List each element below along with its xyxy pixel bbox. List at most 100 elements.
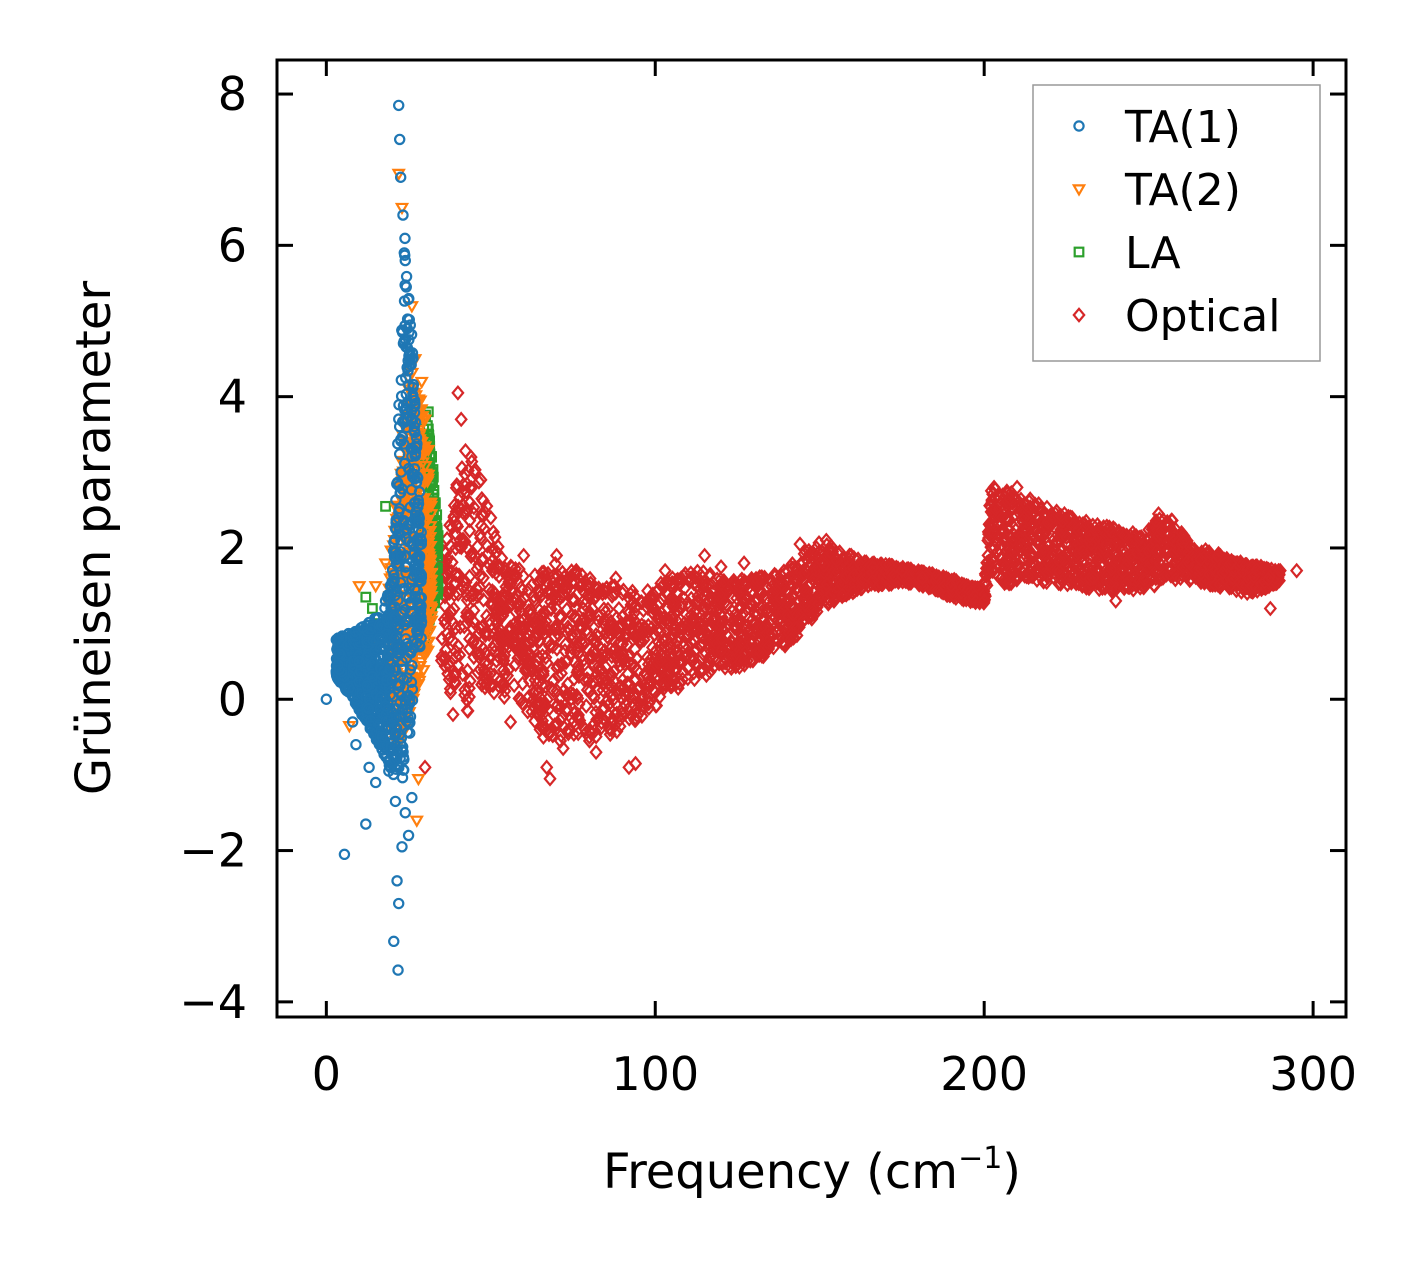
- point-optical: [766, 639, 781, 656]
- point-optical: [560, 723, 574, 740]
- point-optical: [1024, 568, 1038, 585]
- point-optical: [688, 642, 703, 658]
- point-optical: [487, 637, 501, 654]
- point-optical: [487, 626, 501, 643]
- point-optical: [517, 590, 531, 607]
- point-optical: [471, 588, 485, 605]
- point-optical: [715, 609, 729, 626]
- point-optical: [579, 698, 593, 714]
- point-optical: [915, 570, 930, 587]
- point-optical: [479, 608, 494, 624]
- point-optical: [455, 460, 469, 476]
- point-optical: [502, 638, 516, 655]
- point-optical: [446, 706, 460, 723]
- point-optical: [554, 698, 568, 715]
- point-optical: [514, 579, 528, 596]
- point-optical: [1099, 525, 1113, 542]
- point-optical: [985, 551, 999, 568]
- point-optical: [1019, 496, 1033, 513]
- point-optical: [623, 623, 637, 640]
- point-optical: [549, 547, 564, 564]
- point-optical: [473, 568, 487, 585]
- point-optical: [604, 721, 618, 738]
- point-optical: [820, 576, 834, 593]
- point-optical: [1007, 570, 1021, 587]
- point-optical: [589, 744, 603, 761]
- point-optical: [471, 538, 485, 555]
- point-optical: [986, 517, 1001, 534]
- point-optical: [570, 626, 584, 643]
- point-optical: [751, 630, 765, 647]
- point-optical: [1183, 538, 1197, 555]
- point-optical: [790, 619, 804, 636]
- point-ta-2-: [414, 376, 429, 390]
- point-optical: [749, 645, 764, 662]
- point-optical: [468, 461, 482, 478]
- point-optical: [486, 524, 501, 541]
- point-optical: [718, 654, 732, 671]
- point-optical: [1091, 550, 1105, 567]
- point-optical: [634, 625, 649, 642]
- point-optical: [540, 654, 554, 671]
- point-ta-2-: [421, 469, 436, 483]
- point-optical: [552, 591, 566, 608]
- point-optical: [472, 645, 486, 662]
- point-optical: [815, 581, 829, 597]
- point-optical: [590, 666, 604, 683]
- point-optical: [815, 554, 829, 570]
- point-optical: [551, 668, 565, 684]
- point-ta-2-: [424, 575, 439, 588]
- point-optical: [508, 560, 523, 577]
- point-ta-2-: [409, 815, 424, 828]
- point-optical: [461, 702, 475, 719]
- point-optical: [636, 602, 651, 619]
- point-optical: [1104, 538, 1118, 555]
- point-optical: [616, 650, 630, 667]
- point-optical: [1126, 581, 1140, 598]
- point-optical: [1273, 562, 1287, 579]
- point-optical: [1104, 561, 1119, 578]
- point-optical: [1194, 561, 1208, 578]
- point-optical: [496, 640, 511, 656]
- point-la: [428, 484, 440, 496]
- point-optical: [463, 607, 477, 624]
- point-optical: [784, 576, 798, 593]
- point-optical: [846, 559, 860, 576]
- point-optical: [447, 600, 461, 617]
- point-optical: [657, 680, 671, 697]
- point-ta-2-: [368, 581, 383, 594]
- point-optical: [528, 672, 542, 689]
- point-optical: [1164, 512, 1179, 529]
- point-optical: [1150, 542, 1164, 559]
- point-optical: [758, 619, 772, 636]
- point-optical: [655, 616, 670, 633]
- point-optical: [536, 667, 550, 684]
- point-optical: [658, 632, 673, 649]
- point-optical: [546, 672, 561, 689]
- point-ta-2-: [424, 611, 439, 624]
- point-optical: [694, 618, 709, 635]
- point-optical: [534, 621, 548, 638]
- point-optical: [551, 657, 565, 674]
- point-optical: [781, 610, 795, 626]
- point-optical: [760, 634, 774, 651]
- point-optical: [593, 650, 607, 667]
- point-ta-1-: [361, 680, 373, 692]
- point-ta-2-: [423, 497, 438, 511]
- point-optical: [797, 604, 811, 621]
- point-optical: [688, 656, 702, 673]
- point-ta-2-: [416, 449, 431, 462]
- point-optical: [994, 523, 1009, 540]
- point-optical: [1162, 515, 1176, 532]
- point-optical: [550, 682, 564, 699]
- point-optical: [670, 645, 684, 661]
- point-optical: [1003, 490, 1017, 507]
- point-optical: [1174, 524, 1189, 541]
- point-optical: [620, 603, 635, 619]
- point-optical: [487, 667, 501, 684]
- point-optical: [451, 586, 465, 602]
- point-optical: [1041, 567, 1055, 583]
- point-optical: [524, 618, 538, 635]
- point-optical: [764, 598, 779, 615]
- point-ta-2-: [424, 615, 439, 628]
